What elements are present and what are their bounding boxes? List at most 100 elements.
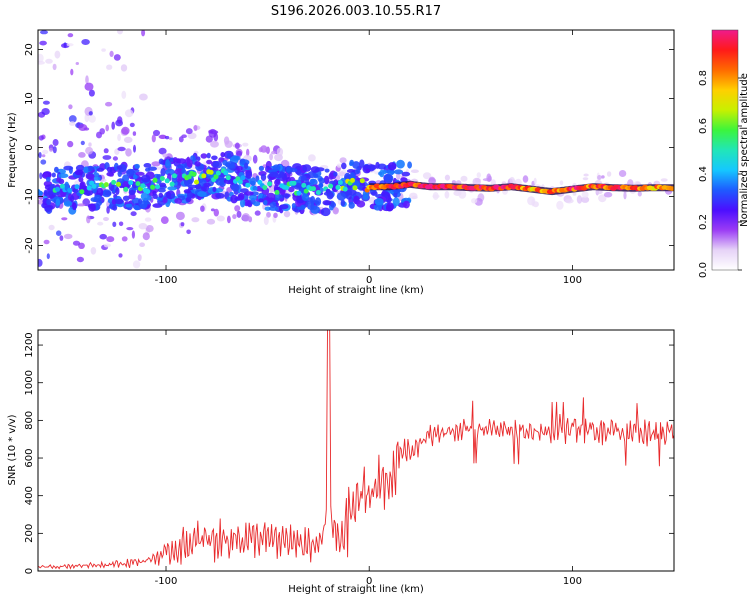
snr-y-tick-label: 600 bbox=[24, 448, 35, 467]
spectrogram-cluster-cell bbox=[263, 200, 268, 206]
spectrogram-ridge-cell bbox=[128, 180, 134, 186]
spectrogram-ridge-cell bbox=[135, 181, 141, 187]
spectrogram-noise-cell bbox=[105, 124, 109, 132]
spectrogram-cluster-cell bbox=[194, 184, 202, 190]
spectrogram-noise-cell bbox=[595, 190, 603, 195]
colorbar-label: Normalized spectral amplitude bbox=[739, 73, 750, 227]
spectrogram-cluster-cell bbox=[186, 159, 193, 168]
spectrogram-cluster-cell bbox=[365, 168, 370, 173]
spectrogram-noise-cell bbox=[68, 115, 77, 123]
spectrogram-cluster-cell bbox=[248, 194, 258, 201]
spectrogram-cluster-cell bbox=[104, 191, 112, 196]
spectrogram-noise-cell bbox=[208, 128, 217, 138]
spectrogram-cluster-cell bbox=[230, 194, 238, 204]
spectrogram-noise-cell bbox=[75, 62, 80, 65]
spectrogram-cluster-cell bbox=[135, 171, 145, 176]
spectrogram-cluster-cell bbox=[281, 193, 291, 198]
spectrogram-cluster-cell bbox=[274, 178, 281, 187]
spectrogram-noise-cell bbox=[139, 93, 148, 101]
spectrogram-cluster-cell bbox=[268, 206, 279, 211]
spectrogram-plot-area bbox=[38, 30, 674, 270]
spectrogram-ridge-cell bbox=[79, 189, 85, 195]
snr-panel: -100 0 100 0 200 400 600 800 1000 1200 Height of… bbox=[7, 329, 675, 595]
spectrogram-ridge-cell bbox=[342, 186, 348, 192]
spectrogram-noise-cell bbox=[509, 176, 515, 184]
spectrogram-noise-cell bbox=[88, 114, 96, 123]
spectrogram-y-tick-label: -20 bbox=[24, 237, 35, 253]
spectrogram-noise-cell bbox=[410, 169, 419, 173]
spectrogram-cluster-cell bbox=[51, 172, 56, 178]
spectrogram-noise-cell bbox=[564, 198, 574, 204]
spectrogram-y-axis-label: Frequency (Hz) bbox=[7, 112, 18, 188]
spectrogram-noise-cell bbox=[99, 233, 107, 240]
spectrogram-noise-cell bbox=[234, 205, 241, 212]
spectrogram-y-tick-label: -10 bbox=[24, 188, 35, 204]
spectrogram-ridge-cell bbox=[164, 178, 170, 184]
spectrogram-ridge-cell bbox=[74, 184, 80, 190]
spectrogram-cluster-cell bbox=[346, 169, 356, 173]
spectrogram-cluster-cell bbox=[58, 178, 65, 185]
spectrogram-noise-cell bbox=[112, 221, 117, 227]
spectrogram-cluster-cell bbox=[165, 168, 175, 176]
spectrogram-noise-cell bbox=[623, 191, 627, 200]
spectrogram-cluster-cell bbox=[373, 204, 382, 211]
spectrogram-cluster-cell bbox=[165, 159, 170, 167]
spectrogram-cluster-cell bbox=[260, 173, 267, 181]
spectrogram-cluster-cell bbox=[96, 187, 104, 197]
snr-frame bbox=[37, 329, 675, 572]
spectrogram-cluster-cell bbox=[236, 194, 245, 201]
spectrogram-cluster-cell bbox=[79, 181, 85, 190]
spectrogram-noise-cell bbox=[118, 221, 124, 227]
spectrogram-noise-cell bbox=[88, 111, 93, 116]
spectrogram-cluster-cell bbox=[328, 172, 334, 180]
spectrogram-noise-cell bbox=[42, 100, 50, 105]
spectrogram-cluster-cell bbox=[288, 168, 298, 173]
spectrogram-noise-cell bbox=[120, 64, 128, 72]
spectrogram-cluster-cell bbox=[158, 182, 167, 188]
spectrogram-ridge-cell bbox=[172, 173, 177, 179]
spectrogram-cluster-cell bbox=[78, 177, 84, 183]
spectrogram-x-tick-label: -100 bbox=[155, 275, 178, 286]
spectrogram-cluster-cell bbox=[333, 171, 338, 177]
spectrogram-cluster-cell bbox=[318, 177, 325, 184]
spectrogram-cluster-cell bbox=[253, 201, 261, 207]
spectrogram-noise-cell bbox=[76, 203, 86, 207]
spectrogram-noise-cell bbox=[168, 137, 173, 141]
spectrogram-noise-cell bbox=[432, 194, 440, 199]
spectrogram-cluster-cell bbox=[378, 171, 383, 176]
spectrogram-noise-cell bbox=[129, 122, 135, 128]
spectrogram-noise-cell bbox=[40, 30, 48, 35]
spectrogram-noise-cell bbox=[486, 173, 492, 182]
spectrogram-cluster-cell bbox=[122, 195, 130, 201]
spectrogram-y-ticks: -20 -10 0 10 20 bbox=[24, 43, 674, 254]
spectrogram-ridge-cell bbox=[315, 190, 321, 195]
spectrogram-cluster-cell bbox=[133, 204, 140, 211]
spectrogram-ridge-cell bbox=[335, 185, 341, 190]
spectrogram-noise-cell bbox=[216, 215, 225, 222]
spectrogram-cluster-cell bbox=[307, 202, 315, 210]
spectrogram-noise-cell bbox=[76, 256, 84, 263]
spectrogram-noise-cell bbox=[180, 222, 185, 227]
spectrogram-cluster-cell bbox=[231, 183, 240, 192]
spectrogram-noise-cell bbox=[131, 230, 135, 239]
spectrogram-cluster-cell bbox=[160, 168, 166, 177]
spectrogram-ridge-cell bbox=[284, 185, 290, 191]
spectrogram-noise-cell bbox=[186, 229, 191, 235]
spectrogram-cluster-cell bbox=[172, 157, 178, 163]
spectrogram-noise-cell bbox=[54, 50, 61, 59]
spectrogram-ridge-cell bbox=[225, 175, 231, 181]
spectrogram-cluster-cell bbox=[370, 191, 378, 196]
spectrogram-noise-cell bbox=[56, 230, 62, 236]
spectrogram-ridge-cell bbox=[262, 185, 268, 191]
spectrogram-cluster-cell bbox=[177, 174, 183, 182]
spectrogram-noise-cell bbox=[52, 139, 59, 146]
spectrogram-cluster-cell bbox=[244, 162, 249, 169]
spectrogram-noise-cell bbox=[273, 212, 278, 218]
spectrogram-cluster-cell bbox=[43, 172, 49, 178]
spectrogram-noise-cell bbox=[603, 191, 613, 198]
spectrogram-cluster-cell bbox=[269, 171, 279, 178]
spectrogram-noise-cell bbox=[271, 150, 277, 155]
spectrogram-noise-cell bbox=[266, 211, 271, 218]
figure-title: S196.2026.003.10.55.R17 bbox=[271, 4, 441, 19]
spectrogram-noise-cell bbox=[112, 156, 118, 161]
